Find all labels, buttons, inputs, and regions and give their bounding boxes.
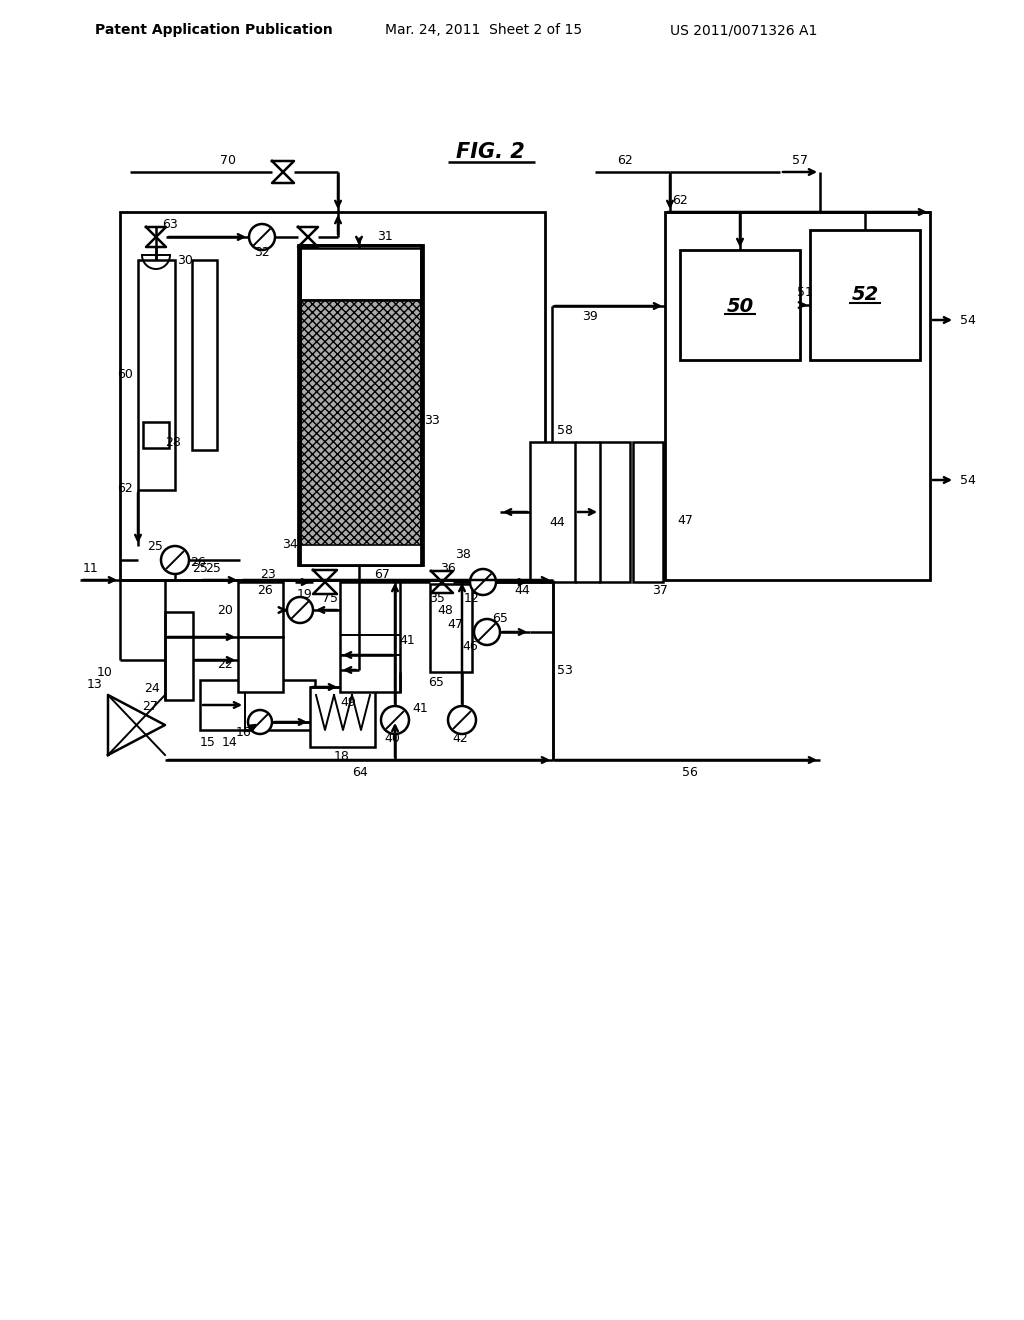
Text: US 2011/0071326 A1: US 2011/0071326 A1 (670, 22, 817, 37)
Bar (530, 442, 575, 582)
Bar (600, 442, 630, 582)
Text: 30: 30 (177, 253, 193, 267)
Text: 18: 18 (334, 751, 350, 763)
Bar (165, 612, 193, 700)
Text: 33: 33 (424, 413, 440, 426)
Bar (298, 246, 423, 565)
Text: 22: 22 (217, 659, 232, 672)
Text: 38: 38 (455, 549, 471, 561)
Bar (120, 213, 545, 579)
Text: 50: 50 (726, 297, 754, 315)
Text: 27: 27 (142, 700, 158, 713)
Bar (138, 260, 175, 490)
Text: 41: 41 (412, 701, 428, 714)
Text: 62: 62 (117, 482, 133, 495)
Text: 42: 42 (453, 731, 468, 744)
Text: 65: 65 (428, 676, 443, 689)
Bar (680, 249, 800, 360)
Text: 63: 63 (162, 218, 178, 231)
Text: 28: 28 (165, 436, 181, 449)
Circle shape (381, 706, 409, 734)
Text: 20: 20 (217, 603, 232, 616)
Text: 49: 49 (340, 696, 355, 709)
Text: 64: 64 (352, 767, 368, 780)
Text: 47: 47 (447, 619, 463, 631)
Text: 36: 36 (440, 561, 456, 574)
Text: 19: 19 (297, 587, 313, 601)
Circle shape (449, 706, 476, 734)
Text: 25: 25 (205, 561, 221, 574)
Text: 39: 39 (582, 310, 598, 323)
Text: 57: 57 (792, 153, 808, 166)
Bar (665, 213, 930, 579)
Bar (340, 582, 400, 692)
Text: 26: 26 (190, 557, 206, 569)
Bar (300, 248, 421, 300)
Bar (238, 582, 283, 638)
Bar (300, 300, 421, 545)
Bar (310, 686, 375, 747)
Text: 65: 65 (493, 611, 508, 624)
Text: 54: 54 (961, 474, 976, 487)
Text: 35: 35 (429, 591, 445, 605)
Text: 32: 32 (254, 246, 270, 259)
Text: Mar. 24, 2011  Sheet 2 of 15: Mar. 24, 2011 Sheet 2 of 15 (385, 22, 582, 37)
Bar (300, 246, 421, 565)
Circle shape (287, 597, 313, 623)
Circle shape (474, 619, 500, 645)
Text: 37: 37 (652, 583, 668, 597)
Bar (238, 638, 283, 692)
Circle shape (161, 546, 189, 574)
Text: 54: 54 (961, 314, 976, 326)
Bar (143, 422, 169, 447)
Text: 62: 62 (617, 153, 633, 166)
Text: Patent Application Publication: Patent Application Publication (95, 22, 333, 37)
Circle shape (470, 569, 496, 595)
Bar (810, 230, 920, 360)
Text: 31: 31 (377, 231, 393, 243)
Text: 23: 23 (260, 569, 275, 582)
Text: 62: 62 (672, 194, 688, 206)
Bar (430, 583, 472, 672)
Text: 14: 14 (222, 735, 238, 748)
Text: 53: 53 (557, 664, 573, 676)
Text: 34: 34 (283, 539, 298, 552)
Text: 46: 46 (462, 640, 478, 653)
Text: 13: 13 (87, 678, 102, 692)
Text: 70: 70 (220, 153, 236, 166)
Text: 25: 25 (147, 540, 163, 553)
Text: 41: 41 (399, 634, 415, 647)
Text: 56: 56 (682, 767, 698, 780)
Text: 25: 25 (193, 561, 208, 574)
Text: 15: 15 (200, 735, 216, 748)
Bar (300, 545, 421, 565)
Text: 51: 51 (797, 285, 813, 298)
Text: 67: 67 (374, 569, 390, 582)
Text: 60: 60 (117, 368, 133, 381)
Text: 48: 48 (437, 603, 453, 616)
Text: FIG. 2: FIG. 2 (456, 143, 524, 162)
Text: 12: 12 (464, 591, 480, 605)
Bar (193, 260, 217, 450)
Text: 58: 58 (557, 424, 573, 437)
Bar (200, 680, 315, 730)
Text: 16: 16 (237, 726, 252, 739)
Text: 75: 75 (322, 591, 338, 605)
Circle shape (248, 710, 272, 734)
Text: 44: 44 (549, 516, 565, 528)
Text: 44: 44 (514, 583, 529, 597)
Text: 10: 10 (97, 665, 113, 678)
Text: 47: 47 (677, 513, 693, 527)
Text: 24: 24 (144, 681, 160, 694)
Polygon shape (108, 696, 165, 755)
Text: 40: 40 (384, 731, 400, 744)
Text: 52: 52 (851, 285, 879, 305)
Bar (633, 442, 663, 582)
Text: 11: 11 (83, 561, 98, 574)
Text: 26: 26 (257, 583, 272, 597)
Circle shape (249, 224, 275, 249)
